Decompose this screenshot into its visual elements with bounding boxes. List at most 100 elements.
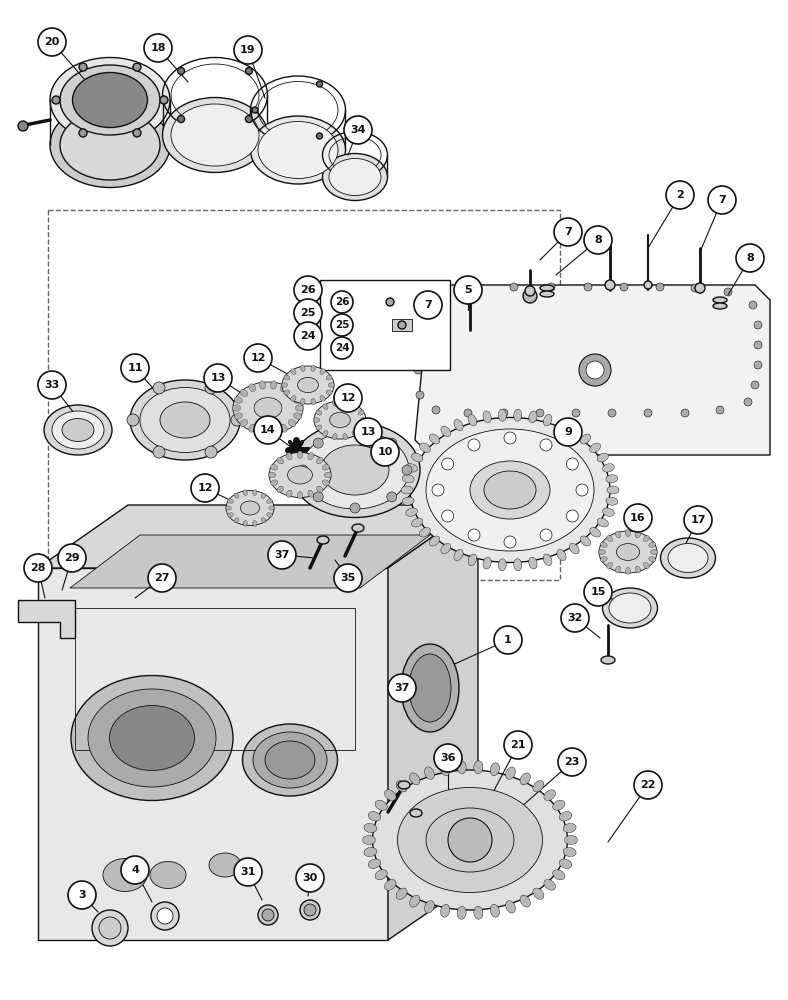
Ellipse shape [288, 389, 296, 397]
Circle shape [398, 321, 406, 329]
Polygon shape [18, 600, 75, 638]
Circle shape [634, 771, 662, 799]
Circle shape [504, 536, 516, 548]
Ellipse shape [240, 419, 247, 427]
Ellipse shape [259, 381, 266, 389]
Text: 33: 33 [44, 380, 60, 390]
Circle shape [144, 34, 172, 62]
Ellipse shape [277, 486, 284, 493]
Text: 36: 36 [440, 753, 455, 763]
Ellipse shape [402, 497, 414, 505]
Circle shape [416, 391, 424, 399]
Ellipse shape [406, 464, 418, 472]
Ellipse shape [626, 567, 630, 574]
Ellipse shape [329, 158, 381, 196]
Ellipse shape [326, 390, 332, 395]
Ellipse shape [543, 554, 552, 566]
Circle shape [540, 529, 552, 541]
Ellipse shape [396, 781, 407, 792]
Ellipse shape [269, 506, 274, 510]
Circle shape [605, 280, 615, 290]
Ellipse shape [398, 781, 410, 789]
Ellipse shape [284, 375, 290, 380]
Ellipse shape [498, 409, 507, 421]
Circle shape [584, 578, 612, 606]
Circle shape [18, 121, 28, 131]
Ellipse shape [600, 542, 608, 547]
Ellipse shape [603, 588, 657, 628]
Ellipse shape [441, 543, 451, 554]
Text: 10: 10 [377, 447, 392, 457]
Ellipse shape [249, 384, 255, 392]
Ellipse shape [110, 706, 195, 770]
Ellipse shape [607, 562, 612, 568]
Ellipse shape [225, 506, 232, 510]
Ellipse shape [291, 369, 296, 374]
Ellipse shape [300, 399, 305, 405]
Ellipse shape [160, 402, 210, 438]
Ellipse shape [317, 536, 329, 544]
Text: 11: 11 [127, 363, 143, 373]
Ellipse shape [544, 879, 556, 890]
Ellipse shape [470, 461, 550, 519]
Circle shape [262, 909, 274, 921]
Circle shape [468, 439, 480, 451]
Ellipse shape [234, 518, 239, 523]
Ellipse shape [343, 434, 348, 440]
Circle shape [205, 382, 217, 394]
Circle shape [454, 276, 482, 304]
Ellipse shape [311, 399, 315, 405]
Ellipse shape [603, 508, 615, 516]
Ellipse shape [626, 530, 630, 537]
Ellipse shape [597, 518, 608, 527]
Ellipse shape [259, 427, 266, 435]
Circle shape [99, 917, 121, 939]
Ellipse shape [425, 901, 434, 913]
Text: 18: 18 [151, 43, 165, 53]
Ellipse shape [552, 800, 565, 810]
Ellipse shape [50, 103, 170, 188]
Ellipse shape [291, 396, 296, 401]
Circle shape [245, 116, 252, 123]
Circle shape [540, 439, 552, 451]
Ellipse shape [649, 557, 656, 562]
Ellipse shape [396, 888, 407, 899]
Ellipse shape [228, 499, 233, 503]
Ellipse shape [232, 405, 240, 411]
Text: 25: 25 [335, 320, 349, 330]
Ellipse shape [644, 536, 649, 542]
Circle shape [388, 674, 416, 702]
Ellipse shape [635, 566, 641, 573]
Text: 35: 35 [340, 573, 355, 583]
Ellipse shape [426, 429, 594, 551]
Ellipse shape [281, 384, 287, 392]
Circle shape [334, 384, 362, 412]
Ellipse shape [253, 732, 327, 788]
Ellipse shape [563, 847, 576, 857]
Circle shape [298, 465, 308, 475]
Circle shape [334, 564, 362, 592]
Circle shape [92, 910, 128, 946]
Ellipse shape [490, 763, 500, 776]
Ellipse shape [606, 497, 618, 505]
Ellipse shape [317, 486, 323, 493]
Circle shape [744, 398, 752, 406]
Ellipse shape [266, 499, 272, 503]
Ellipse shape [713, 297, 727, 303]
Circle shape [414, 366, 422, 374]
Ellipse shape [329, 383, 335, 387]
Circle shape [24, 554, 52, 582]
Ellipse shape [385, 790, 396, 801]
Circle shape [350, 503, 360, 513]
Ellipse shape [368, 859, 381, 868]
Polygon shape [415, 285, 770, 455]
Circle shape [314, 438, 323, 448]
Circle shape [547, 283, 555, 291]
Text: 12: 12 [197, 483, 213, 493]
Circle shape [464, 409, 472, 417]
Ellipse shape [261, 493, 266, 498]
Ellipse shape [266, 513, 272, 517]
Ellipse shape [226, 490, 274, 526]
Ellipse shape [599, 531, 657, 573]
Circle shape [204, 364, 232, 392]
